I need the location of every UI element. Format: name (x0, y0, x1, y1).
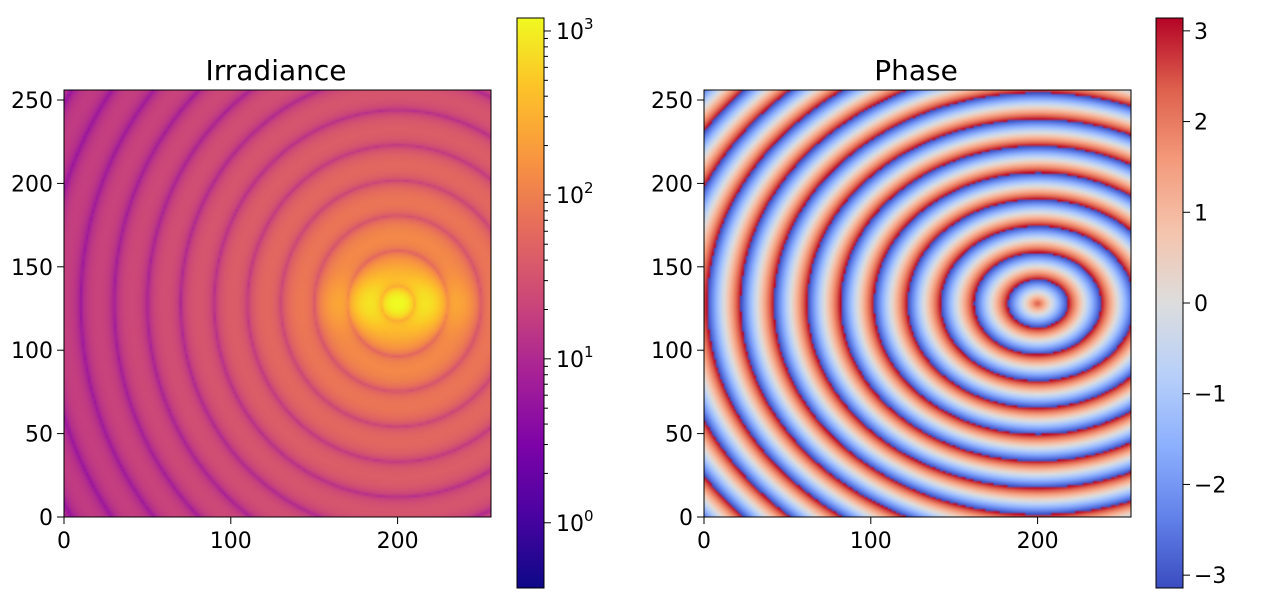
phase-y-tick-label: 0 (679, 506, 693, 531)
phase-y-tick-label: 100 (651, 339, 693, 364)
irradiance-colorbar-ticks: 100 101 102 103 (544, 15, 594, 537)
phase-y-ticks: 0 50 100 150 200 250 (651, 89, 704, 531)
irradiance-colorbar-tick-label: 101 (556, 343, 594, 373)
irradiance-colorbar-tick-label: 103 (556, 15, 594, 45)
phase-y-tick-label: 250 (651, 89, 693, 114)
phase-colorbar-tick-label: 3 (1194, 20, 1208, 45)
phase-colorbar-ticks: 3 2 1 0 −1 −2 −3 (1183, 20, 1226, 589)
phase-colorbar-tick-label: −2 (1194, 473, 1226, 498)
phase-colorbar-fill (1156, 18, 1183, 588)
irradiance-y-tick-label: 200 (11, 172, 53, 197)
phase-x-tick-label: 200 (1017, 529, 1059, 554)
phase-heatmap-holder (704, 90, 1131, 517)
irradiance-x-tick-label: 200 (377, 529, 419, 554)
irradiance-title: Irradiance (205, 54, 346, 87)
phase-colorbar-tick-label: 2 (1194, 111, 1208, 136)
phase-title: Phase (874, 54, 958, 87)
irradiance-y-tick-label: 0 (39, 506, 53, 531)
phase-y-tick-label: 50 (665, 423, 693, 448)
irradiance-y-tick-label: 150 (11, 256, 53, 281)
phase-colorbar: 3 2 1 0 −1 −2 −3 (1155, 17, 1226, 589)
irradiance-heatmap-holder (64, 90, 491, 517)
irradiance-y-ticks: 0 50 100 150 200 250 (11, 89, 64, 531)
phase-y-tick-label: 200 (651, 172, 693, 197)
irradiance-x-ticks: 0 100 200 (57, 517, 419, 554)
phase-colorbar-tick-label: −1 (1194, 383, 1226, 408)
phase-x-ticks: 0 100 200 (697, 517, 1059, 554)
phase-colorbar-tick-label: 1 (1194, 201, 1208, 226)
phase-colorbar-tick-label: −3 (1194, 564, 1226, 589)
irradiance-y-tick-label: 50 (25, 423, 53, 448)
irradiance-y-tick-label: 100 (11, 339, 53, 364)
irradiance-x-tick-label: 100 (210, 529, 252, 554)
phase-colorbar-tick-label: 0 (1194, 292, 1208, 317)
irradiance-y-tick-label: 250 (11, 89, 53, 114)
irradiance-axes-frame (63, 89, 492, 518)
irradiance-x-tick-label: 0 (57, 529, 71, 554)
phase-heatmap (704, 90, 1131, 517)
irradiance-colorbar: 100 101 102 103 (516, 15, 594, 589)
phase-panel: Phase 0 100 200 0 50 100 150 200 250 (651, 54, 1132, 554)
irradiance-colorbar-fill (517, 18, 544, 588)
irradiance-panel: Irradiance 0 100 200 0 50 100 150 200 250 (11, 54, 492, 554)
irradiance-colorbar-tick-label: 102 (556, 179, 594, 209)
irradiance-colorbar-tick-label: 100 (556, 507, 594, 537)
irradiance-heatmap (64, 90, 491, 517)
irradiance-colorbar-frame (516, 17, 545, 589)
phase-x-tick-label: 100 (850, 529, 892, 554)
phase-axes-frame (703, 89, 1132, 518)
phase-x-tick-label: 0 (697, 529, 711, 554)
phase-y-tick-label: 150 (651, 256, 693, 281)
